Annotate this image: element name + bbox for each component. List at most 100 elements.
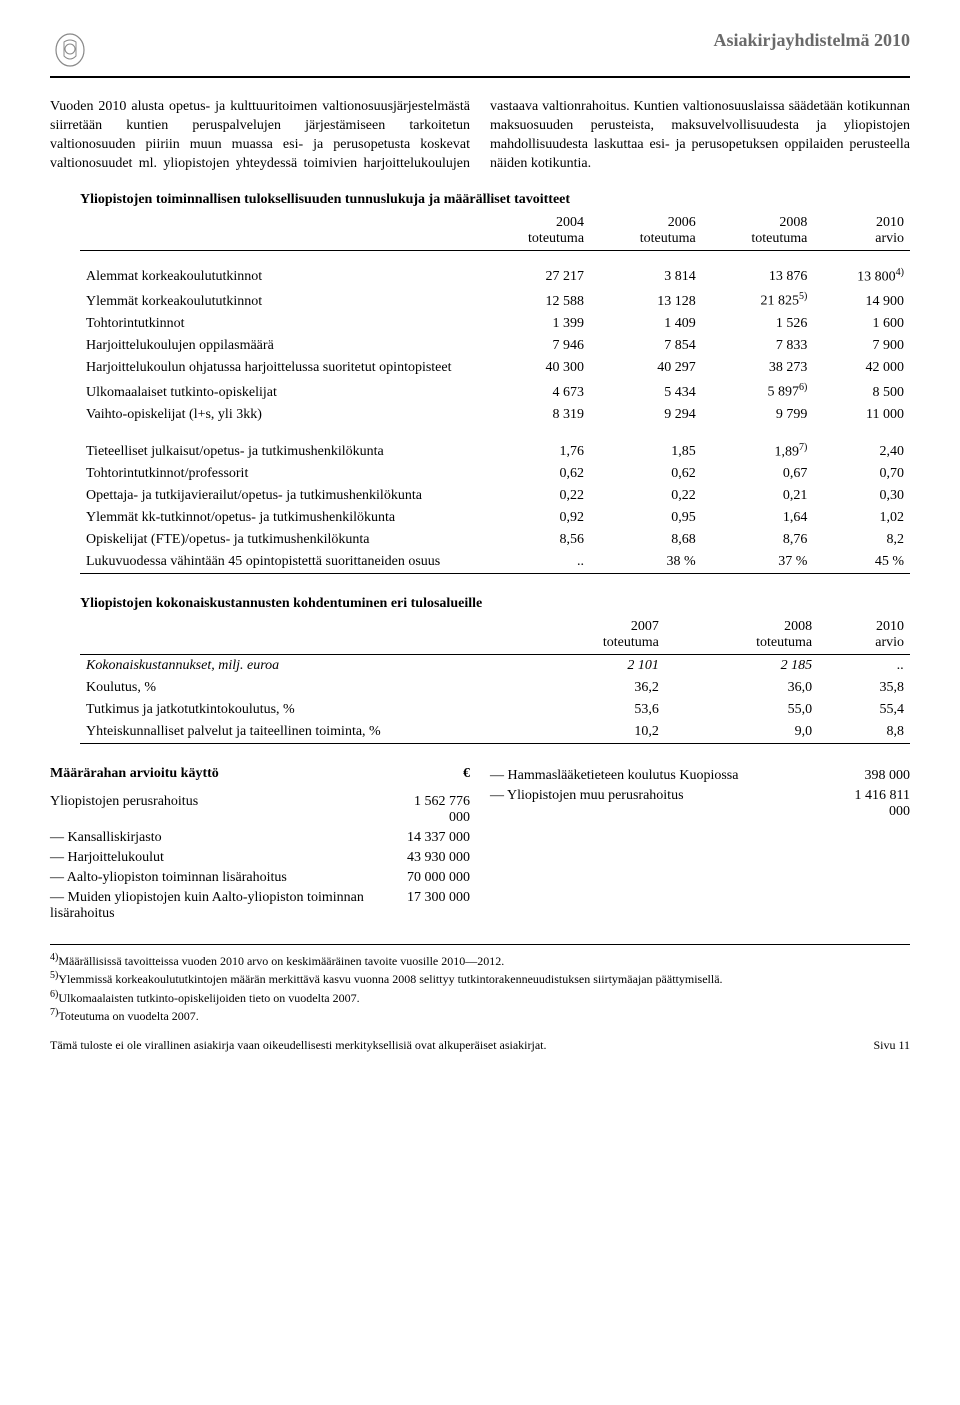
budget-value: 43 930 000 [407, 850, 470, 866]
table-cell: 1,897) [702, 426, 814, 464]
intro-paragraph: Vuoden 2010 alusta opetus- ja kulttuurit… [50, 98, 910, 174]
table-cell: 40 300 [478, 357, 590, 379]
table-cell: 9 799 [702, 404, 814, 426]
table-cell: 8,2 [813, 529, 910, 551]
table-cell: 21 8255) [702, 288, 814, 313]
table-cell: 0,92 [478, 507, 590, 529]
table-row: Ylemmät korkeakoulututkinnot12 58813 128… [80, 288, 910, 313]
row-label: Lukuvuodessa vähintään 45 opintopistettä… [80, 551, 478, 574]
row-label: Koulutus, % [80, 677, 512, 699]
table-cell: 8,8 [818, 721, 910, 744]
table-cell: 1 409 [590, 313, 702, 335]
table-cell: 7 946 [478, 335, 590, 357]
table-cell: 0,95 [590, 507, 702, 529]
table-cell: 13 8004) [813, 250, 910, 288]
row-label: Vaihto-opiskelijat (l+s, yli 3kk) [80, 404, 478, 426]
table-row: Opiskelijat (FTE)/opetus- ja tutkimushen… [80, 529, 910, 551]
table-row: Ylemmät kk-tutkinnot/opetus- ja tutkimus… [80, 507, 910, 529]
t2-h3: 2008 toteutuma [665, 616, 818, 655]
row-label: Alemmat korkeakoulututkinnot [80, 250, 478, 288]
budget-label: Yliopistojen perusrahoitus [50, 794, 414, 826]
budget-row: — Muiden yliopistojen kuin Aalto-yliopis… [50, 888, 470, 924]
header-title: Asiakirjayhdistelmä 2010 [713, 30, 910, 51]
table-cell: 45 % [813, 551, 910, 574]
budget-value: 1 416 811 000 [855, 788, 910, 820]
table-cell: 35,8 [818, 677, 910, 699]
table-costs: 2007 toteutuma 2008 toteutuma 2010 arvio… [80, 616, 910, 744]
t1-h3: 2006 toteutuma [590, 212, 702, 251]
table-cell: 1 399 [478, 313, 590, 335]
budget-label: — Kansalliskirjasto [50, 830, 407, 846]
table-cell: 3 814 [590, 250, 702, 288]
table-row: Tieteelliset julkaisut/opetus- ja tutkim… [80, 426, 910, 464]
table-cell: 1,02 [813, 507, 910, 529]
table-cell: 5 8976) [702, 379, 814, 404]
table-cell: 55,0 [665, 699, 818, 721]
row-label: Kokonaiskustannukset, milj. euroa [80, 655, 512, 678]
table-cell: 13 876 [702, 250, 814, 288]
table-row: Koulutus, %36,236,035,8 [80, 677, 910, 699]
row-label: Ylemmät kk-tutkinnot/opetus- ja tutkimus… [80, 507, 478, 529]
table-cell: 7 900 [813, 335, 910, 357]
footnotes: 4)Määrällisissä tavoitteissa vuoden 2010… [50, 944, 910, 1024]
budget-value: 70 000 000 [407, 870, 470, 886]
row-label: Tohtorintutkinnot [80, 313, 478, 335]
footer-right: Sivu 11 [873, 1038, 910, 1053]
table-cell: 0,62 [478, 463, 590, 485]
table1-title: Yliopistojen toiminnallisen tuloksellisu… [80, 192, 910, 208]
table-cell: 2 185 [665, 655, 818, 678]
table-cell: 8,76 [702, 529, 814, 551]
table-row: Tohtorintutkinnot/professorit0,620,620,6… [80, 463, 910, 485]
table-cell: .. [478, 551, 590, 574]
table-cell: 36,2 [512, 677, 665, 699]
footnote: 6)Ulkomaalaisten tutkinto-opiskelijoiden… [50, 988, 910, 1006]
budget-row: — Kansalliskirjasto14 337 000 [50, 828, 470, 848]
table-cell: 1 526 [702, 313, 814, 335]
table-cell: 1,76 [478, 426, 590, 464]
table-row: Tohtorintutkinnot1 3991 4091 5261 600 [80, 313, 910, 335]
table-cell: 0,70 [813, 463, 910, 485]
budget-value: 1 562 776 000 [414, 794, 470, 826]
budget-label: — Yliopistojen muu perusrahoitus [490, 788, 855, 820]
table-cell: 10,2 [512, 721, 665, 744]
row-label: Ulkomaalaiset tutkinto-opiskelijat [80, 379, 478, 404]
budget-row: — Aalto-yliopiston toiminnan lisärahoitu… [50, 868, 470, 888]
budget-columns: Määrärahan arvioitu käyttö € Yliopistoje… [50, 766, 910, 924]
table-cell: 38 % [590, 551, 702, 574]
budget-row: — Hammaslääketieteen koulutus Kuopiossa3… [490, 766, 910, 786]
row-label: Opiskelijat (FTE)/opetus- ja tutkimushen… [80, 529, 478, 551]
budget-label: — Harjoittelukoulut [50, 850, 407, 866]
table-cell: 9,0 [665, 721, 818, 744]
table-cell: 0,30 [813, 485, 910, 507]
table-row: Kokonaiskustannukset, milj. euroa2 1012 … [80, 655, 910, 678]
row-label: Tutkimus ja jatkotutkintokoulutus, % [80, 699, 512, 721]
table-row: Harjoittelukoulujen oppilasmäärä7 9467 8… [80, 335, 910, 357]
t1-h4: 2008 toteutuma [702, 212, 814, 251]
budget-value: 14 337 000 [407, 830, 470, 846]
table-cell: 27 217 [478, 250, 590, 288]
table-cell: 8 500 [813, 379, 910, 404]
row-label: Opettaja- ja tutkijavierailut/opetus- ja… [80, 485, 478, 507]
budget-row: Yliopistojen perusrahoitus1 562 776 000 [50, 792, 470, 828]
budget-label: — Muiden yliopistojen kuin Aalto-yliopis… [50, 890, 407, 922]
table-cell: 14 900 [813, 288, 910, 313]
row-label: Harjoittelukoulun ohjatussa harjoittelus… [80, 357, 478, 379]
page-header: Asiakirjayhdistelmä 2010 [50, 30, 910, 78]
table-cell: 37 % [702, 551, 814, 574]
t2-h4: 2010 arvio [818, 616, 910, 655]
table-cell: 1,85 [590, 426, 702, 464]
row-label: Harjoittelukoulujen oppilasmäärä [80, 335, 478, 357]
footnote: 4)Määrällisissä tavoitteissa vuoden 2010… [50, 951, 910, 969]
table-indicators: 2004 toteutuma 2006 toteutuma 2008 toteu… [80, 212, 910, 575]
footnote: 7)Toteutuma on vuodelta 2007. [50, 1006, 910, 1024]
table-cell: 40 297 [590, 357, 702, 379]
table-row: Tutkimus ja jatkotutkintokoulutus, %53,6… [80, 699, 910, 721]
row-label: Tohtorintutkinnot/professorit [80, 463, 478, 485]
table-cell: 2,40 [813, 426, 910, 464]
table-cell: 7 854 [590, 335, 702, 357]
table-cell: 11 000 [813, 404, 910, 426]
table-cell: 0,21 [702, 485, 814, 507]
crest-icon [50, 30, 90, 70]
row-label: Ylemmät korkeakoulututkinnot [80, 288, 478, 313]
table-cell: 1 600 [813, 313, 910, 335]
